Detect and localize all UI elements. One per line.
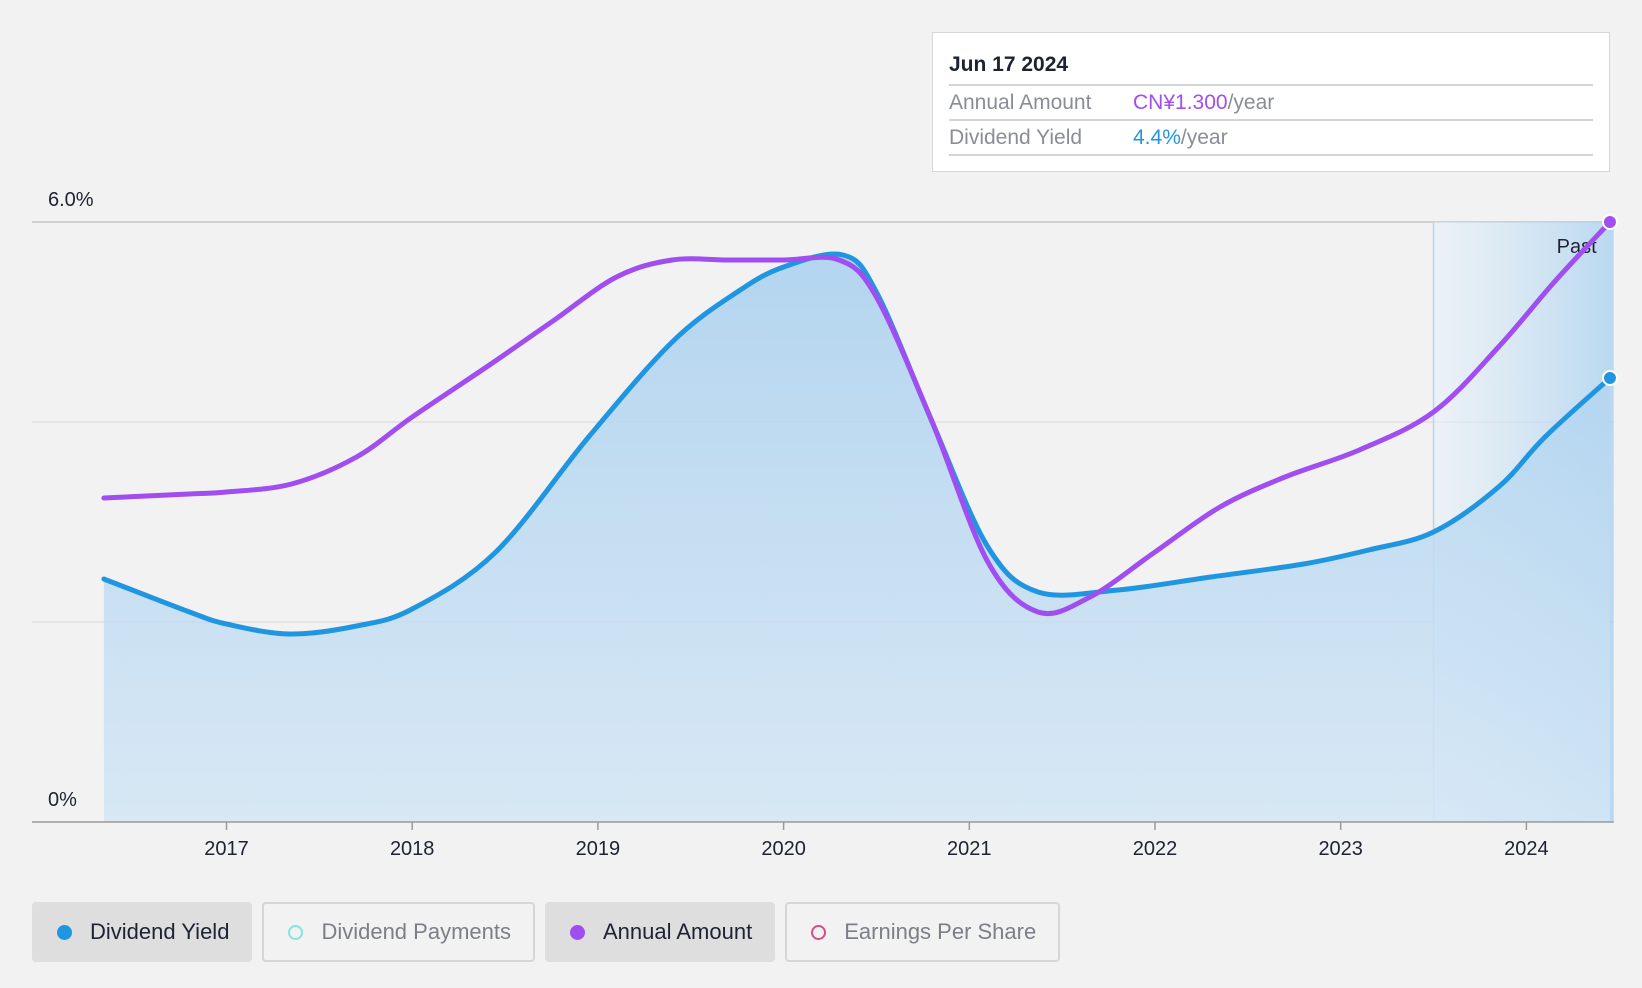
- x-tick-label: 2021: [947, 838, 992, 860]
- x-tick-label: 2022: [1133, 838, 1178, 860]
- legend-label-earnings-per-share: Earnings Per Share: [844, 919, 1037, 944]
- x-tick-label: 2024: [1504, 838, 1549, 860]
- series-area-dividend-yield: [103, 253, 1610, 822]
- series-layer: [101, 214, 1618, 822]
- x-tick-label: 2019: [576, 838, 621, 860]
- tooltip-value-dividend-yield: 4.4%: [1133, 126, 1181, 149]
- past-region-label: Past: [1557, 236, 1597, 258]
- earnings-per-share-ring-icon: [811, 924, 827, 940]
- y-axis-top-label: 6.0%: [48, 189, 94, 211]
- tooltip-row-annual-amount: Annual Amount CN¥1.300 /year: [949, 86, 1593, 121]
- series-line-dividend-yield: [101, 251, 1613, 637]
- x-tick-label: 2023: [1318, 838, 1363, 860]
- legend-button-annual-amount[interactable]: Annual Amount: [544, 902, 776, 962]
- legend-label-dividend-payments: Dividend Payments: [321, 919, 511, 944]
- tooltip-label-annual-amount: Annual Amount: [949, 91, 1092, 114]
- dividend-payments-ring-icon: [288, 924, 304, 940]
- dividend-yield-dot-icon: [57, 924, 72, 940]
- legend-label-dividend-yield: Dividend Yield: [90, 919, 230, 944]
- legend-label-annual-amount: Annual Amount: [602, 919, 753, 944]
- series-end-point-dividend-yield: [1601, 370, 1618, 386]
- series-line-annual-amount: [101, 219, 1613, 617]
- series-end-point-annual-amount: [1601, 214, 1618, 230]
- legend-button-dividend-yield[interactable]: Dividend Yield: [32, 902, 253, 962]
- chart-legend: Dividend Yield Dividend Payments Annual …: [32, 902, 1061, 962]
- tooltip-unit-dividend-yield: /year: [1180, 126, 1228, 149]
- legend-button-dividend-payments[interactable]: Dividend Payments: [262, 902, 535, 962]
- tooltip-date: Jun 17 2024: [949, 33, 1593, 86]
- tooltip-label-dividend-yield: Dividend Yield: [949, 126, 1083, 149]
- x-tick-label: 2017: [204, 838, 249, 860]
- axis-layer: 2017 2018 2019 2020 2021 2022 2023 2024 6.0% 0%: [32, 189, 1614, 860]
- y-axis-bottom-label: 0%: [48, 789, 77, 811]
- legend-button-earnings-per-share[interactable]: Earnings Per Share: [785, 902, 1061, 962]
- tooltip-unit-annual-amount: /year: [1227, 91, 1275, 114]
- tooltip-value-annual-amount: CN¥1.300: [1133, 91, 1228, 114]
- x-tick-label: 2018: [390, 838, 435, 860]
- tooltip-row-dividend-yield: Dividend Yield 4.4% /year: [949, 121, 1593, 156]
- data-tooltip: Jun 17 2024 Annual Amount CN¥1.300 /year…: [932, 32, 1610, 172]
- x-tick-label: 2020: [761, 838, 806, 860]
- annual-amount-dot-icon: [569, 924, 585, 940]
